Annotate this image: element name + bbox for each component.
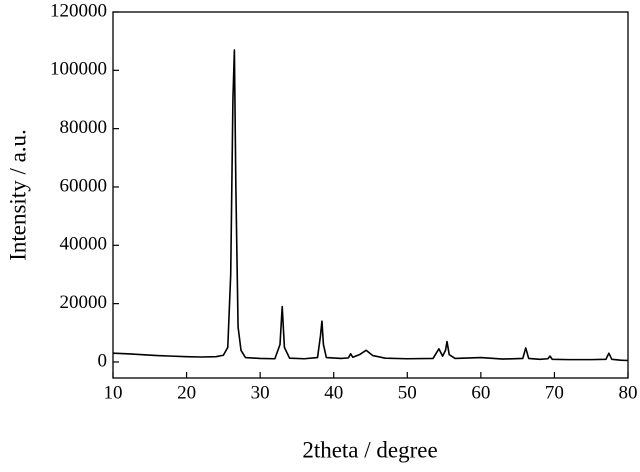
y-tick-label: 120000: [50, 0, 107, 21]
x-tick-label: 40: [324, 382, 343, 403]
x-tick-label: 50: [398, 382, 417, 403]
x-tick-label: 80: [619, 382, 638, 403]
data-line: [112, 49, 629, 362]
y-tick-label: 20000: [60, 292, 108, 313]
x-tick-label: 30: [251, 382, 270, 403]
y-tick-label: 40000: [60, 234, 108, 255]
plot-frame: [112, 11, 629, 379]
x-axis-label: 2theta / degree: [302, 437, 437, 462]
y-tick-label: 0: [98, 350, 108, 371]
y-tick-label: 60000: [60, 175, 108, 196]
x-tick-label: 60: [471, 382, 490, 403]
x-tick-label: 20: [177, 382, 196, 403]
x-tick-label: 70: [545, 382, 564, 403]
y-tick-label: 100000: [50, 59, 107, 80]
y-axis-label: Intensity / a.u.: [5, 129, 30, 261]
y-tick-label: 80000: [60, 117, 108, 138]
x-tick-label: 10: [104, 382, 123, 403]
